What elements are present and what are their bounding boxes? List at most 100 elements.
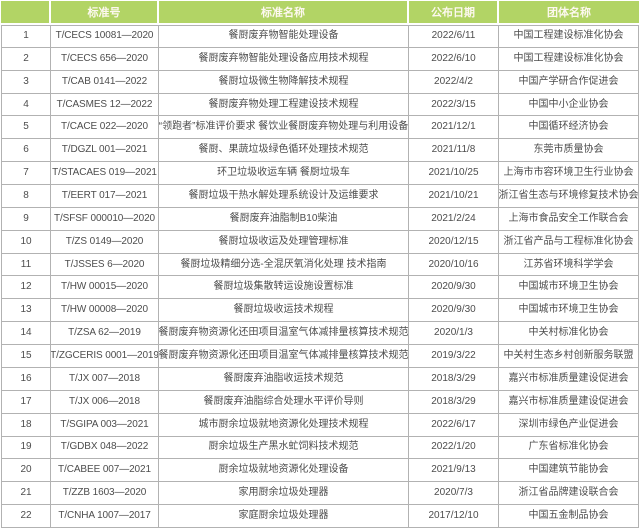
cell-index: 20 bbox=[1, 459, 51, 483]
cell-index: 14 bbox=[1, 322, 51, 346]
cell-standard-no: T/CECS 656—2020 bbox=[51, 47, 159, 71]
cell-index: 21 bbox=[1, 482, 51, 506]
cell-index: 9 bbox=[1, 207, 51, 231]
cell-standard-no: T/HW 00008—2020 bbox=[51, 299, 159, 323]
cell-index: 6 bbox=[1, 139, 51, 163]
cell-publish-date: 2020/10/16 bbox=[409, 253, 499, 277]
cell-standard-no: T/CAB 0141—2022 bbox=[51, 70, 159, 94]
cell-standard-no: T/ZSA 62—2019 bbox=[51, 322, 159, 346]
cell-index: 17 bbox=[1, 390, 51, 414]
cell-org-name: 中国城市环境卫生协会 bbox=[499, 276, 639, 300]
cell-publish-date: 2021/10/21 bbox=[409, 185, 499, 208]
cell-standard-name: 家庭厨余垃圾处理器 bbox=[159, 505, 409, 528]
cell-index: 2 bbox=[1, 47, 51, 71]
cell-index: 19 bbox=[1, 436, 51, 460]
cell-standard-name: 厨余垃圾生产黑水虻饲料技术规范 bbox=[159, 436, 409, 460]
cell-org-name: 中国中小企业协会 bbox=[499, 93, 639, 117]
cell-publish-date: 2020/12/15 bbox=[409, 230, 499, 254]
cell-org-name: 上海市市容环境卫生行业协会 bbox=[499, 162, 639, 186]
cell-standard-no: T/ZS 0149—2020 bbox=[51, 230, 159, 254]
cell-standard-name: 餐厨废弃油脂制B10柴油 bbox=[159, 207, 409, 231]
cell-publish-date: 2022/6/17 bbox=[409, 413, 499, 437]
cell-org-name: 浙江省产品与工程标准化协会 bbox=[499, 230, 639, 254]
cell-org-name: 上海市食品安全工作联合会 bbox=[499, 207, 639, 231]
cell-standard-name: 餐厨垃圾精细分选-全混厌氧消化处理 技术指南 bbox=[159, 253, 409, 277]
cell-standard-name: 城市厨余垃圾就地资源化处理技术规程 bbox=[159, 413, 409, 437]
cell-standard-no: T/JSSES 6—2020 bbox=[51, 253, 159, 277]
cell-publish-date: 2021/10/25 bbox=[409, 162, 499, 186]
cell-org-name: 东莞市质量协会 bbox=[499, 139, 639, 163]
cell-standard-name: 餐厨垃圾收运技术规程 bbox=[159, 299, 409, 323]
column-header-index bbox=[1, 1, 51, 25]
cell-index: 12 bbox=[1, 276, 51, 300]
cell-standard-name: 环卫垃圾收运车辆 餐厨垃圾车 bbox=[159, 162, 409, 186]
cell-index: 18 bbox=[1, 413, 51, 437]
cell-index: 11 bbox=[1, 253, 51, 277]
cell-org-name: 嘉兴市标准质量建设促进会 bbox=[499, 367, 639, 391]
cell-publish-date: 2019/3/22 bbox=[409, 345, 499, 368]
cell-standard-no: T/SGIPA 003—2021 bbox=[51, 413, 159, 437]
cell-publish-date: 2021/2/24 bbox=[409, 207, 499, 231]
cell-standard-no: T/JX 007—2018 bbox=[51, 367, 159, 391]
cell-standard-name: 餐厨废弃物智能处理设备应用技术规程 bbox=[159, 47, 409, 71]
column-header-org-name: 团体名称 bbox=[499, 1, 639, 25]
cell-standard-no: T/CNHA 1007—2017 bbox=[51, 505, 159, 528]
cell-org-name: 浙江省生态与环境修复技术协会 bbox=[499, 185, 639, 208]
cell-index: 13 bbox=[1, 299, 51, 323]
cell-publish-date: 2021/11/8 bbox=[409, 139, 499, 163]
column-header-standard-no: 标准号 bbox=[51, 1, 159, 25]
cell-standard-name: 餐厨废弃物资源化还田项目温室气体减排量核算技术规范 bbox=[159, 345, 409, 368]
cell-org-name: 中关村生态乡村创新服务联盟 bbox=[499, 345, 639, 368]
cell-standard-no: T/EERT 017—2021 bbox=[51, 185, 159, 208]
cell-standard-name: “领跑者”标准评价要求 餐饮业餐厨废弃物处理与利用设备 bbox=[159, 116, 409, 140]
cell-org-name: 中国五金制品协会 bbox=[499, 505, 639, 528]
cell-standard-no: T/HW 00015—2020 bbox=[51, 276, 159, 300]
cell-publish-date: 2018/3/29 bbox=[409, 367, 499, 391]
cell-standard-no: T/ZZB 1603—2020 bbox=[51, 482, 159, 506]
cell-standard-name: 餐厨垃圾收运及处理管理标准 bbox=[159, 230, 409, 254]
cell-standard-name: 餐厨废弃油脂收运技术规范 bbox=[159, 367, 409, 391]
cell-org-name: 中国循环经济协会 bbox=[499, 116, 639, 140]
cell-publish-date: 2018/3/29 bbox=[409, 390, 499, 414]
cell-standard-no: T/JX 006—2018 bbox=[51, 390, 159, 414]
cell-publish-date: 2020/9/30 bbox=[409, 299, 499, 323]
cell-org-name: 中关村标准化协会 bbox=[499, 322, 639, 346]
cell-publish-date: 2022/1/20 bbox=[409, 436, 499, 460]
cell-publish-date: 2022/4/2 bbox=[409, 70, 499, 94]
cell-standard-no: T/ZGCERIS 0001—2019 bbox=[51, 345, 159, 368]
cell-standard-name: 餐厨垃圾干热水解处理系统设计及运维要求 bbox=[159, 185, 409, 208]
column-header-standard-name: 标准名称 bbox=[159, 1, 409, 25]
cell-standard-no: T/GDBX 048—2022 bbox=[51, 436, 159, 460]
cell-publish-date: 2022/6/11 bbox=[409, 25, 499, 48]
cell-publish-date: 2022/6/10 bbox=[409, 47, 499, 71]
cell-standard-name: 餐厨垃圾微生物降解技术规程 bbox=[159, 70, 409, 94]
cell-standard-no: T/CASMES 12—2022 bbox=[51, 93, 159, 117]
cell-index: 4 bbox=[1, 93, 51, 117]
cell-org-name: 中国工程建设标准化协会 bbox=[499, 47, 639, 71]
cell-org-name: 中国城市环境卫生协会 bbox=[499, 299, 639, 323]
cell-standard-no: T/SFSF 000010—2020 bbox=[51, 207, 159, 231]
cell-index: 3 bbox=[1, 70, 51, 94]
cell-standard-no: T/CACE 022—2020 bbox=[51, 116, 159, 140]
cell-org-name: 深圳市绿色产业促进会 bbox=[499, 413, 639, 437]
cell-org-name: 嘉兴市标准质量建设促进会 bbox=[499, 390, 639, 414]
cell-index: 5 bbox=[1, 116, 51, 140]
cell-publish-date: 2021/12/1 bbox=[409, 116, 499, 140]
cell-org-name: 广东省标准化协会 bbox=[499, 436, 639, 460]
cell-standard-name: 餐厨垃圾集散转运设施设置标准 bbox=[159, 276, 409, 300]
cell-index: 15 bbox=[1, 345, 51, 368]
column-header-publish-date: 公布日期 bbox=[409, 1, 499, 25]
cell-standard-no: T/STACAES 019—2021 bbox=[51, 162, 159, 186]
cell-org-name: 中国产学研合作促进会 bbox=[499, 70, 639, 94]
cell-org-name: 中国建筑节能协会 bbox=[499, 459, 639, 483]
cell-index: 7 bbox=[1, 162, 51, 186]
cell-publish-date: 2020/1/3 bbox=[409, 322, 499, 346]
cell-standard-no: T/DGZL 001—2021 bbox=[51, 139, 159, 163]
cell-standard-name: 餐厨废弃物智能处理设备 bbox=[159, 25, 409, 48]
cell-publish-date: 2020/9/30 bbox=[409, 276, 499, 300]
cell-index: 10 bbox=[1, 230, 51, 254]
cell-org-name: 中国工程建设标准化协会 bbox=[499, 25, 639, 48]
cell-publish-date: 2022/3/15 bbox=[409, 93, 499, 117]
cell-publish-date: 2017/12/10 bbox=[409, 505, 499, 528]
cell-standard-name: 家用厨余垃圾处理器 bbox=[159, 482, 409, 506]
